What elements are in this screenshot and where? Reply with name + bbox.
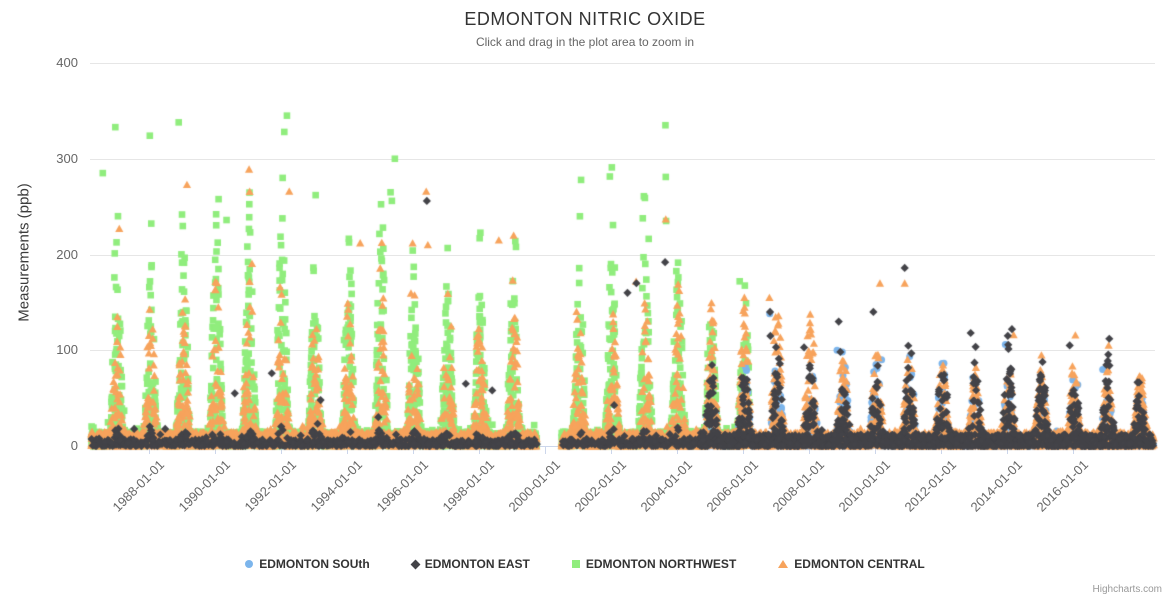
legend-item-edmonton-northwest[interactable]: EDMONTON NORTHWEST bbox=[571, 557, 737, 571]
legend: EDMONTON SOUth EDMONTON EAST EDMONTON NO… bbox=[0, 557, 1170, 571]
triangle-marker-icon bbox=[778, 560, 789, 568]
credits-link[interactable]: Highcharts.com bbox=[1092, 584, 1162, 595]
legend-item-edmonton-south[interactable]: EDMONTON SOUth bbox=[245, 557, 370, 571]
legend-item-edmonton-central[interactable]: EDMONTON CENTRAL bbox=[778, 557, 925, 571]
legend-item-edmonton-east[interactable]: EDMONTON EAST bbox=[410, 557, 530, 571]
square-marker-icon bbox=[571, 560, 580, 568]
circle-marker-icon bbox=[245, 560, 254, 568]
legend-label: EDMONTON SOUth bbox=[259, 557, 370, 571]
legend-label: EDMONTON NORTHWEST bbox=[585, 557, 737, 571]
legend-label: EDMONTON EAST bbox=[424, 557, 530, 571]
legend-label: EDMONTON CENTRAL bbox=[794, 557, 925, 571]
diamond-marker-icon bbox=[410, 559, 421, 569]
